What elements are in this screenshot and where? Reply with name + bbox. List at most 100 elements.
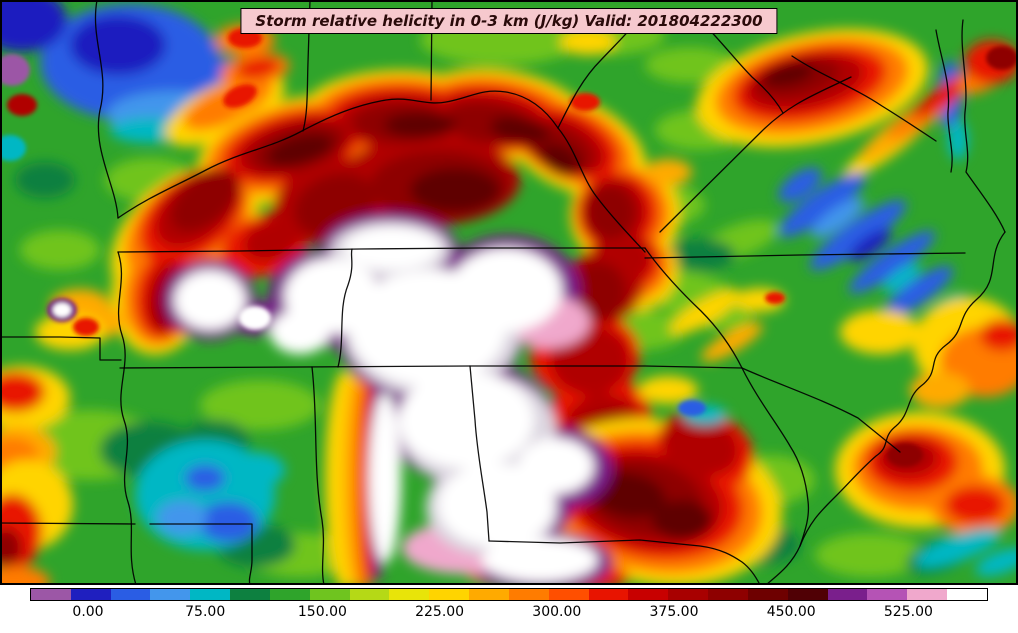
helicity-shaded-region xyxy=(948,120,968,160)
helicity-shaded-region xyxy=(0,135,26,161)
state-boundary-line xyxy=(557,127,646,253)
state-boundary-line xyxy=(302,0,311,132)
helicity-shaded-region xyxy=(0,0,67,52)
coastline xyxy=(765,231,1006,585)
helicity-shaded-region xyxy=(570,262,626,322)
helicity-shaded-region xyxy=(778,173,866,237)
helicity-shaded-region xyxy=(986,46,1018,70)
helicity-shaded-region xyxy=(0,54,30,86)
helicity-shaded-region xyxy=(0,372,45,412)
colorbar-segment xyxy=(469,589,509,600)
colorbar-segment xyxy=(429,589,470,600)
helicity-shaded-region xyxy=(678,400,706,416)
helicity-shaded-region xyxy=(369,393,401,563)
helicity-shaded-region xyxy=(344,226,440,270)
helicity-shaded-region xyxy=(518,438,594,494)
potomac-river-line xyxy=(791,55,937,142)
state-borders xyxy=(0,0,1006,585)
helicity-shaded-region xyxy=(815,533,925,577)
helicity-shaded-region xyxy=(644,159,692,185)
state-boundary-line xyxy=(311,366,325,585)
helicity-shaded-region xyxy=(778,167,822,203)
colorbar-segment xyxy=(349,589,390,600)
helicity-shaded-region xyxy=(384,112,456,138)
helicity-shaded-region xyxy=(765,292,785,304)
colorbar-tick-label: 525.00 xyxy=(883,604,933,620)
helicity-shaded-region xyxy=(840,310,920,354)
helicity-shaded-region xyxy=(0,528,22,568)
colorbar-segment xyxy=(588,589,629,600)
colorbar-segment xyxy=(508,589,549,600)
helicity-shaded-region xyxy=(73,318,99,336)
colorbar-segment xyxy=(867,589,908,600)
state-boundary-line xyxy=(644,247,743,369)
colorbar-segment xyxy=(269,589,310,600)
helicity-shaded-region xyxy=(585,185,635,239)
colorbar-tick-label: 225.00 xyxy=(415,604,465,620)
helicity-shaded-region xyxy=(450,248,562,332)
colorbar-segment xyxy=(70,589,111,600)
state-boundary-line xyxy=(488,539,761,585)
helicity-field-shading xyxy=(0,0,1018,585)
helicity-shaded-region xyxy=(157,501,207,535)
colorbar-segment xyxy=(747,589,788,600)
helicity-shaded-region xyxy=(980,319,1018,351)
helicity-shaded-region xyxy=(225,452,285,488)
state-boundary-line xyxy=(469,365,490,542)
helicity-shaded-region xyxy=(185,465,225,491)
colorbar-segment xyxy=(309,589,350,600)
colorbar-segment xyxy=(827,589,868,600)
map-plot-area xyxy=(0,0,1018,585)
helicity-shaded-region xyxy=(7,94,37,116)
chesapeake-bay-line xyxy=(935,29,953,173)
colorbar-segment xyxy=(150,589,191,600)
helicity-shaded-region xyxy=(398,372,534,468)
state-boundary-line xyxy=(0,522,253,585)
helicity-shaded-region xyxy=(560,29,616,55)
helicity-shaded-region xyxy=(882,265,954,319)
colorbar-tick-label: 300.00 xyxy=(532,604,582,620)
helicity-shaded-region xyxy=(661,413,739,477)
colorbar-segment xyxy=(190,589,231,600)
colorbar-tick-label: 75.00 xyxy=(185,604,226,620)
colorbar-area: 0.00 75.00 150.00 225.00 300.00 375.00 450.00 5… xyxy=(30,588,988,630)
colorbar-tick-labels: 0.00 75.00 150.00 225.00 300.00 375.00 450.00 5… xyxy=(30,601,988,625)
colorbar-tick-label: 0.00 xyxy=(72,604,104,620)
helicity-shaded-region xyxy=(645,47,735,83)
helicity-shaded-region xyxy=(223,84,257,108)
helicity-shaded-region xyxy=(70,15,166,75)
helicity-shaded-region xyxy=(266,133,334,167)
helicity-shaded-region xyxy=(570,93,600,111)
colorbar-segment xyxy=(787,589,828,600)
helicity-shaded-region xyxy=(20,230,100,270)
helicity-shaded-region xyxy=(809,199,907,271)
colorbar-segment xyxy=(548,589,589,600)
state-boundary-line xyxy=(117,90,559,219)
colorbar-segment xyxy=(907,589,948,600)
state-boundary-line xyxy=(659,76,852,233)
map-title: Storm relative helicity in 0-3 km (J/kg)… xyxy=(255,12,763,30)
helicity-shaded-region xyxy=(883,263,921,293)
colorbar-tick-label: 450.00 xyxy=(766,604,816,620)
helicity-shaded-region xyxy=(270,310,330,354)
helicity-shaded-region xyxy=(848,230,936,294)
helicity-shaded-region xyxy=(638,376,698,404)
state-boundary-line xyxy=(741,367,901,453)
helicity-shaded-region xyxy=(539,143,581,177)
colorbar-tick-label: 375.00 xyxy=(649,604,699,620)
helicity-shaded-region xyxy=(490,116,550,144)
helicity-shaded-region xyxy=(701,322,763,362)
helicity-shaded-region xyxy=(945,486,1005,524)
helicity-shaded-region xyxy=(762,61,814,87)
helicity-shaded-region xyxy=(53,303,71,317)
state-boundary-line xyxy=(644,252,966,259)
helicity-shaded-region xyxy=(438,463,554,547)
map-frame xyxy=(0,0,1018,585)
colorbar-segment xyxy=(389,589,430,600)
helicity-shaded-region xyxy=(975,547,1018,577)
colorbar-segment xyxy=(947,589,987,600)
colorbar-segment xyxy=(110,589,151,600)
helicity-shaded-region xyxy=(811,197,865,239)
helicity-shaded-region xyxy=(665,239,735,271)
state-boundary-line xyxy=(0,336,122,361)
